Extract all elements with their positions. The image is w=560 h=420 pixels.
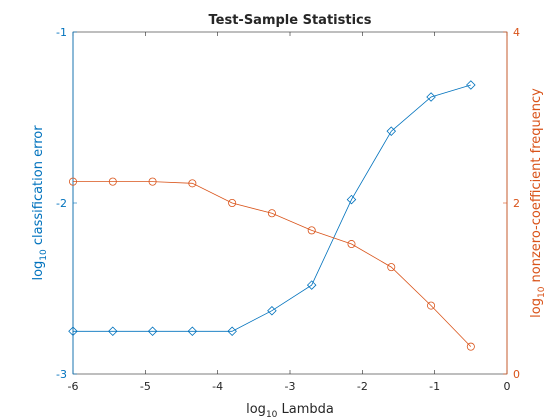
data-point-left	[187, 326, 198, 337]
series-layer	[68, 80, 476, 351]
x-tick-label: -3	[285, 380, 296, 393]
x-tick-label: -4	[212, 380, 223, 393]
data-point-right	[267, 209, 276, 218]
x-tick-label: -5	[140, 380, 151, 393]
data-point-left	[386, 126, 397, 136]
data-point-left	[466, 80, 476, 90]
data-point-left	[108, 326, 118, 337]
right-y-axis-label: log10 nonzero-coefficient frequency	[529, 88, 547, 318]
data-point-left	[306, 280, 317, 290]
right-y-tick-label: 4	[513, 26, 520, 39]
x-tick-label: -2	[357, 380, 368, 393]
x-tick-label: -6	[68, 380, 79, 393]
right-y-tick-label: 2	[513, 197, 520, 210]
data-point-right	[427, 301, 436, 310]
data-point-right	[387, 263, 396, 272]
data-point-left	[426, 92, 436, 102]
data-point-left	[346, 194, 357, 205]
x-tick-label: 0	[504, 380, 511, 393]
left-y-tick-label: -1	[56, 26, 67, 39]
data-point-right	[347, 240, 356, 249]
left-y-tick-label: -2	[56, 197, 67, 210]
right-y-tick-label: 0	[513, 368, 520, 381]
data-point-left	[227, 326, 237, 337]
x-tick-label: -1	[429, 380, 440, 393]
series-line-right	[73, 181, 472, 347]
x-axis: -6 -5 -4 -3 -2 -1 0	[68, 32, 511, 393]
data-point-right	[108, 177, 117, 186]
left-y-tick-label: -3	[56, 368, 67, 381]
data-point-right	[307, 226, 316, 235]
chart-title: Test-Sample Statistics	[209, 13, 372, 28]
data-point-right	[466, 342, 475, 351]
left-y-axis-label: log10 classification error	[31, 125, 49, 281]
plot-area-frame	[72, 31, 508, 375]
right-y-axis: 0 2 4	[503, 26, 520, 381]
data-point-left	[267, 305, 277, 316]
series-line-left	[73, 84, 471, 332]
data-point-left	[68, 326, 78, 337]
data-point-right	[69, 177, 78, 186]
data-point-right	[188, 179, 197, 188]
data-point-left	[147, 326, 158, 337]
data-point-right	[148, 177, 157, 186]
left-y-axis: -3 -2 -1	[56, 26, 77, 381]
x-axis-label: log10 Lambda	[246, 402, 334, 420]
data-point-right	[228, 198, 237, 207]
